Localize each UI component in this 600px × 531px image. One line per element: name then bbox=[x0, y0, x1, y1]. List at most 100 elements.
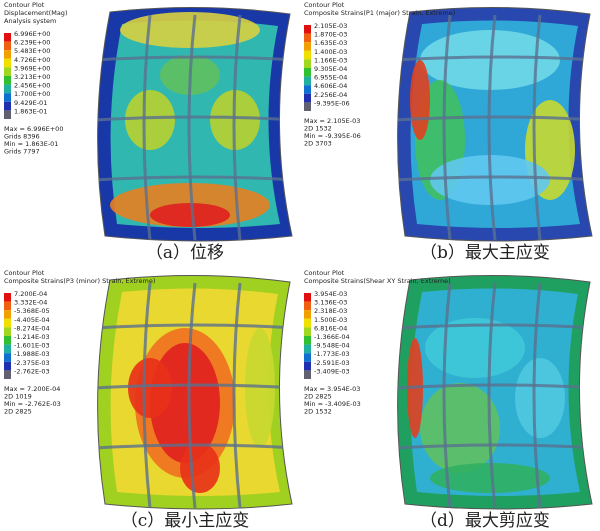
legend-label: 1.700E+00 bbox=[14, 90, 50, 98]
legend-swatch bbox=[304, 94, 311, 103]
legend-swatch bbox=[304, 327, 311, 336]
legend-label: 3.954E-03 bbox=[314, 290, 347, 298]
legend-swatch bbox=[4, 293, 11, 302]
header-text: Contour Plot bbox=[4, 1, 45, 9]
caption: （c）最小主应变 bbox=[121, 511, 250, 531]
legend-swatch bbox=[304, 51, 311, 60]
legend-label: -1.214E-03 bbox=[14, 333, 50, 341]
contour-zone bbox=[125, 90, 175, 150]
legend-swatch bbox=[304, 34, 311, 43]
legend-label: -2.591E-03 bbox=[314, 359, 350, 367]
header-text: Analysis system bbox=[4, 17, 56, 25]
legend-label: 2.456E+00 bbox=[14, 82, 50, 90]
header-text: Contour Plot bbox=[304, 269, 345, 277]
legend-swatch bbox=[304, 319, 311, 328]
legend-swatch bbox=[4, 93, 11, 102]
stat-text: 2D 3703 bbox=[304, 140, 332, 148]
legend-swatch bbox=[304, 353, 311, 362]
header-text: Composite Strains(Shear XY Strain, Extre… bbox=[304, 277, 451, 285]
legend-label: -1.366E-04 bbox=[314, 333, 350, 341]
stat-text: 2D 2825 bbox=[4, 408, 32, 416]
legend-label: 1.166E-03 bbox=[314, 56, 347, 64]
legend-label: 4.606E-04 bbox=[314, 82, 347, 90]
header-text: Composite Strains(P1 (major) Strain, Ext… bbox=[304, 9, 455, 17]
legend-label: 1.863E-01 bbox=[14, 107, 47, 115]
header-text: Contour Plot bbox=[4, 269, 45, 277]
legend-swatch bbox=[4, 59, 11, 68]
legend-swatch bbox=[304, 25, 311, 34]
legend-label: 6.239E+00 bbox=[14, 39, 50, 47]
legend-swatch bbox=[304, 345, 311, 354]
contour-zone bbox=[128, 358, 172, 418]
legend-swatch bbox=[304, 310, 311, 319]
contour bbox=[395, 283, 595, 508]
legend-swatch bbox=[4, 362, 11, 371]
legend-label: 2.256E-04 bbox=[314, 91, 347, 99]
legend-label: 1.870E-03 bbox=[314, 31, 347, 39]
legend-swatch bbox=[4, 76, 11, 85]
header-text: Contour Plot bbox=[304, 1, 345, 9]
legend-label: 3.969E+00 bbox=[14, 64, 50, 72]
legend-label: -2.375E-03 bbox=[14, 359, 50, 367]
legend-label: 6.996E+00 bbox=[14, 30, 50, 38]
legend-swatch bbox=[304, 85, 311, 94]
legend-label: 1.400E-03 bbox=[314, 48, 347, 56]
legend-label: -1.601E-03 bbox=[14, 342, 50, 350]
legend-swatch bbox=[304, 59, 311, 68]
legend-swatch bbox=[304, 102, 311, 111]
legend-swatch bbox=[4, 327, 11, 336]
legend-swatch bbox=[304, 77, 311, 86]
caption: （b）最大主应变 bbox=[420, 243, 550, 263]
legend-swatch bbox=[4, 345, 11, 354]
contour bbox=[95, 283, 295, 508]
legend-label: 6.816E-04 bbox=[314, 324, 347, 332]
caption: （d）最大剪应变 bbox=[420, 511, 550, 531]
legend-label: -2.762E-03 bbox=[14, 367, 50, 375]
legend-label: 6.955E-04 bbox=[314, 74, 347, 82]
legend-swatch bbox=[304, 302, 311, 311]
legend-swatch bbox=[304, 293, 311, 302]
caption: （a）位移 bbox=[146, 243, 224, 263]
legend-label: 3.213E+00 bbox=[14, 73, 50, 81]
legend-swatch bbox=[4, 50, 11, 59]
contour-zone bbox=[180, 443, 220, 493]
legend-label: 9.305E-04 bbox=[314, 65, 347, 73]
legend-swatch bbox=[4, 353, 11, 362]
legend-label: -1.773E-03 bbox=[314, 350, 350, 358]
contour bbox=[395, 15, 595, 240]
legend-swatch bbox=[304, 370, 311, 379]
legend-swatch bbox=[4, 336, 11, 345]
header-text: Displacement(Mag) bbox=[4, 9, 67, 17]
legend-label: 9.429E-01 bbox=[14, 99, 47, 107]
legend-label: -9.395E-06 bbox=[314, 99, 350, 107]
legend-label: 5.483E+00 bbox=[14, 47, 50, 55]
legend-label: 4.726E+00 bbox=[14, 56, 50, 64]
legend-swatch bbox=[304, 68, 311, 77]
legend-label: -1.988E-03 bbox=[14, 350, 50, 358]
legend-label: -5.368E-05 bbox=[14, 307, 50, 315]
legend-label: 7.200E-04 bbox=[14, 290, 47, 298]
stat-text: 2D 1532 bbox=[304, 408, 332, 416]
legend-swatch bbox=[4, 42, 11, 51]
legend-label: 3.136E-03 bbox=[314, 299, 347, 307]
legend-swatch bbox=[304, 362, 311, 371]
contour bbox=[95, 12, 295, 240]
legend-swatch bbox=[304, 42, 311, 51]
contour-zone bbox=[515, 358, 565, 438]
legend-swatch bbox=[4, 319, 11, 328]
legend-label: -3.409E-03 bbox=[314, 367, 350, 375]
figure: Contour PlotDisplacement(Mag)Analysis sy… bbox=[0, 0, 600, 531]
legend-swatch bbox=[4, 310, 11, 319]
legend-label: 3.332E-04 bbox=[14, 299, 47, 307]
legend-label: 1.635E-03 bbox=[314, 39, 347, 47]
contour-zone bbox=[150, 203, 230, 227]
stat-text: Grids 7797 bbox=[4, 148, 40, 156]
legend-label: 2.318E-03 bbox=[314, 307, 347, 315]
legend-swatch bbox=[4, 85, 11, 94]
legend-swatch bbox=[4, 302, 11, 311]
legend-label: -4.405E-04 bbox=[14, 316, 50, 324]
legend-swatch bbox=[4, 102, 11, 111]
legend-swatch bbox=[4, 110, 11, 119]
legend-label: 1.500E-03 bbox=[314, 316, 347, 324]
legend-label: 2.105E-03 bbox=[314, 22, 347, 30]
